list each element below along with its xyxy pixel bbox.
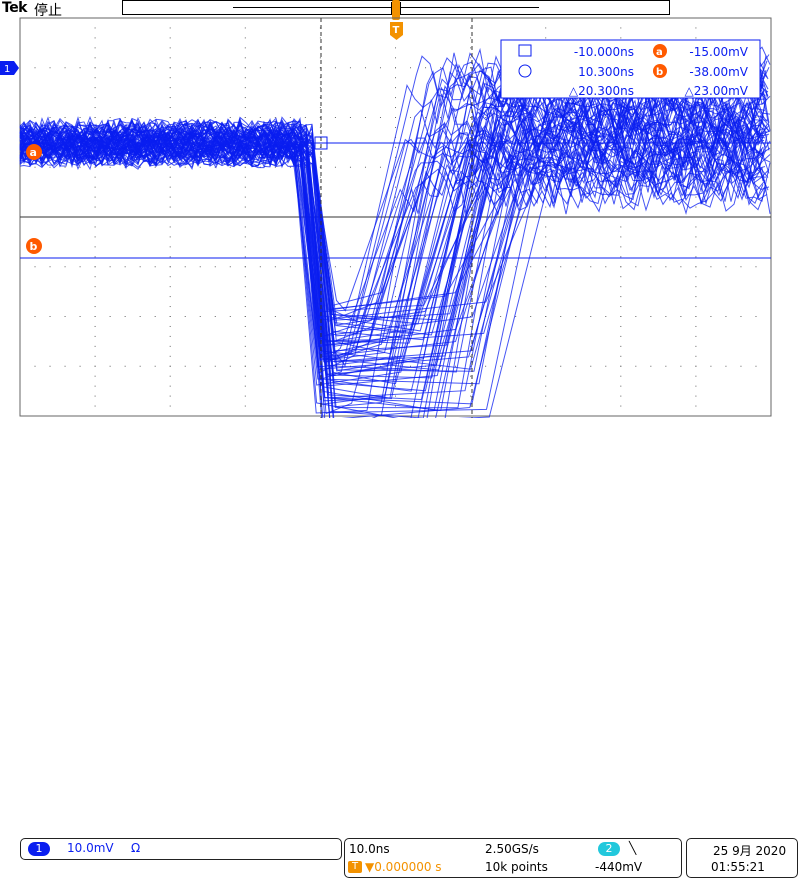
svg-text:1: 1 bbox=[4, 64, 10, 75]
waveform-trace bbox=[19, 99, 771, 405]
time: 01:55:21 bbox=[711, 860, 765, 874]
circle-cursor-icon bbox=[518, 64, 532, 78]
ch1-badge[interactable]: 1 bbox=[28, 842, 50, 856]
readout-t1: -10.000ns bbox=[574, 45, 634, 59]
svg-text:b: b bbox=[656, 67, 663, 78]
waveform-trace bbox=[19, 100, 768, 363]
cursor-readout-panel: -10.000ns 10.300ns △20.300ns a b -15.00m… bbox=[500, 39, 761, 99]
top-bar: Tek 停止 bbox=[0, 0, 800, 20]
svg-text:a: a bbox=[656, 47, 663, 58]
info-bar: 1 10.0mV Ω 10.0ns 2.50GS/s 2 ╲ T ▼0.0000… bbox=[0, 418, 800, 878]
waveform-trace bbox=[19, 50, 765, 409]
cursor-square-marker[interactable] bbox=[314, 136, 328, 150]
waveform-traces bbox=[19, 45, 771, 418]
waveform-trace bbox=[19, 130, 771, 415]
ch1-vertical-scale: 10.0mV bbox=[67, 841, 114, 855]
square-cursor-icon bbox=[518, 44, 532, 57]
trigger-level: -440mV bbox=[595, 860, 643, 874]
acquisition-status: 停止 bbox=[34, 3, 62, 19]
trigger-offset: ▼0.000000 s bbox=[365, 860, 442, 874]
ch1-ground-marker[interactable]: 1 bbox=[0, 61, 19, 75]
readout-t2: 10.300ns bbox=[578, 65, 634, 79]
trigger-position-marker[interactable] bbox=[392, 0, 400, 20]
record-length: 10k points bbox=[485, 860, 548, 874]
ch1-impedance: Ω bbox=[131, 841, 141, 855]
readout-va: -15.00mV bbox=[689, 45, 748, 59]
record-view-track bbox=[233, 7, 539, 8]
readout-dv: △23.00mV bbox=[685, 84, 749, 98]
sample-rate: 2.50GS/s bbox=[485, 842, 539, 856]
cursor-b-marker[interactable]: b bbox=[26, 238, 42, 254]
waveform-trace bbox=[19, 117, 764, 326]
trigger-slope-icon: ╲ bbox=[629, 841, 637, 855]
acquisition-box[interactable]: 10.0ns 2.50GS/s 2 ╲ T ▼0.000000 s 10k po… bbox=[344, 838, 682, 878]
svg-text:T: T bbox=[393, 25, 400, 36]
date: 25 9月 2020 bbox=[713, 844, 787, 858]
waveform-display[interactable]: 1 T a b -10.000ns 10.300ns △20.300ns a b… bbox=[0, 0, 800, 418]
trigger-source-badge: 2 bbox=[598, 842, 620, 856]
readout-dt: △20.300ns bbox=[569, 84, 634, 98]
timebase: 10.0ns bbox=[349, 842, 390, 856]
ch1-settings-box[interactable]: 1 10.0mV Ω bbox=[20, 838, 342, 860]
waveform-trace bbox=[19, 60, 769, 355]
brand-logo: Tek bbox=[2, 0, 28, 16]
trigger-marker[interactable]: T bbox=[390, 22, 403, 40]
trigger-offset-icon: T bbox=[348, 861, 362, 873]
readout-vb: -38.00mV bbox=[689, 65, 748, 79]
svg-text:b: b bbox=[30, 240, 38, 253]
waveform-trace bbox=[19, 124, 764, 322]
svg-text:a: a bbox=[30, 146, 37, 159]
cursor-a-marker[interactable]: a bbox=[26, 144, 42, 160]
datetime-box: 25 9月 2020 01:55:21 bbox=[686, 838, 798, 878]
waveform-trace bbox=[19, 128, 764, 355]
